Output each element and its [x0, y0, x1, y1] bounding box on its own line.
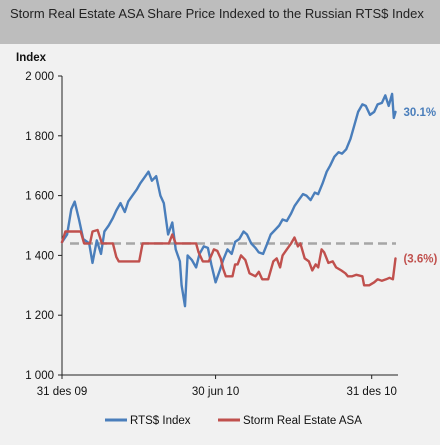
x-tick-label: 31 des 10	[346, 386, 397, 398]
x-tick-label: 31 des 09	[37, 386, 88, 398]
end-labels: 30.1% (3.6%)	[403, 107, 437, 266]
y-axis-title: Index	[16, 52, 47, 64]
y-tick-label: 1 200	[25, 310, 54, 322]
y-tick-label: 1 800	[25, 131, 54, 143]
end-label-rts-index: 30.1%	[403, 107, 436, 119]
legend-label-storm-real-estate-asa: Storm Real Estate ASA	[243, 415, 362, 427]
y-ticks: 1 000 1 200 1 400 1 600 1 800 2 000	[25, 71, 62, 382]
y-tick-label: 1 000	[25, 370, 54, 382]
y-tick-label: 2 000	[25, 71, 54, 83]
y-tick-label: 1 600	[25, 191, 54, 203]
legend-label-rts-index: RTS$ Index	[130, 415, 191, 427]
chart-title: Storm Real Estate ASA Share Price Indexe…	[0, 0, 440, 44]
x-ticks: 31 des 09 30 jun 10 31 des 10	[37, 375, 397, 398]
y-tick-label: 1 400	[25, 250, 54, 262]
legend: RTS$ Index Storm Real Estate ASA	[105, 415, 362, 427]
end-label-storm-real-estate-asa: (3.6%)	[403, 253, 437, 265]
series-line-rts-index	[60, 92, 397, 308]
series-line-storm-real-estate-asa	[60, 228, 397, 287]
x-tick-label: 30 jun 10	[192, 386, 239, 398]
series-layer	[60, 92, 397, 308]
